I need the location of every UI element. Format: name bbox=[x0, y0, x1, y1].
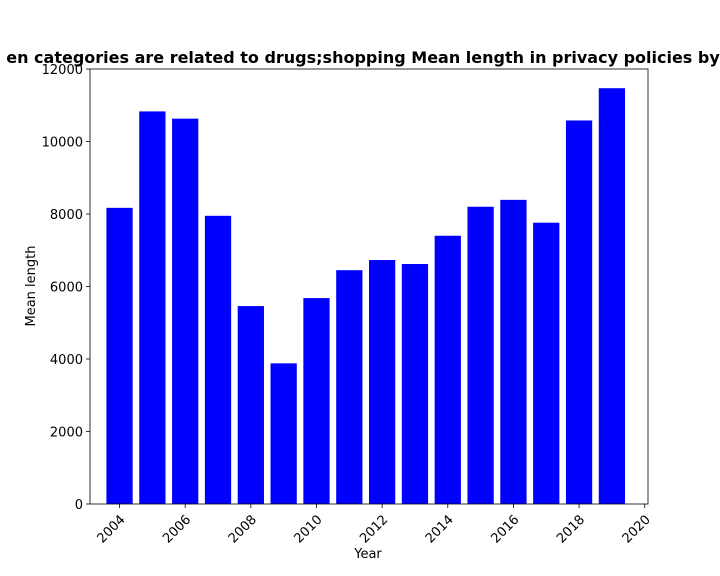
chart-title: en categories are related to drugs;shopp… bbox=[6, 48, 720, 67]
bar-2009 bbox=[270, 363, 297, 504]
bar-2012 bbox=[369, 260, 396, 504]
y-tick-label: 4000 bbox=[50, 353, 83, 368]
bar-2008 bbox=[237, 306, 264, 504]
x-axis-label: Year bbox=[353, 547, 382, 562]
bar-2005 bbox=[139, 111, 166, 504]
bar-2006 bbox=[172, 118, 199, 504]
bar-2004 bbox=[106, 207, 133, 504]
y-tick-label: 6000 bbox=[50, 281, 83, 296]
y-tick-label: 0 bbox=[75, 498, 83, 513]
y-axis-label: Mean length bbox=[24, 246, 39, 327]
bar-2017 bbox=[533, 222, 560, 504]
bars-layer bbox=[106, 88, 626, 505]
y-tick-label: 12000 bbox=[42, 63, 83, 78]
bar-2007 bbox=[204, 215, 232, 504]
y-tick-label: 2000 bbox=[50, 426, 83, 441]
bar-2015 bbox=[467, 206, 494, 504]
bar-2019 bbox=[598, 88, 626, 505]
bar-2016 bbox=[500, 199, 527, 505]
y-tick-label: 8000 bbox=[50, 208, 83, 223]
bar-2013 bbox=[401, 264, 429, 504]
bar-2018 bbox=[565, 120, 593, 504]
bar-2011 bbox=[336, 270, 363, 504]
y-tick-label: 10000 bbox=[42, 136, 83, 151]
bar-2010 bbox=[303, 298, 330, 504]
bar-2014 bbox=[434, 235, 461, 504]
